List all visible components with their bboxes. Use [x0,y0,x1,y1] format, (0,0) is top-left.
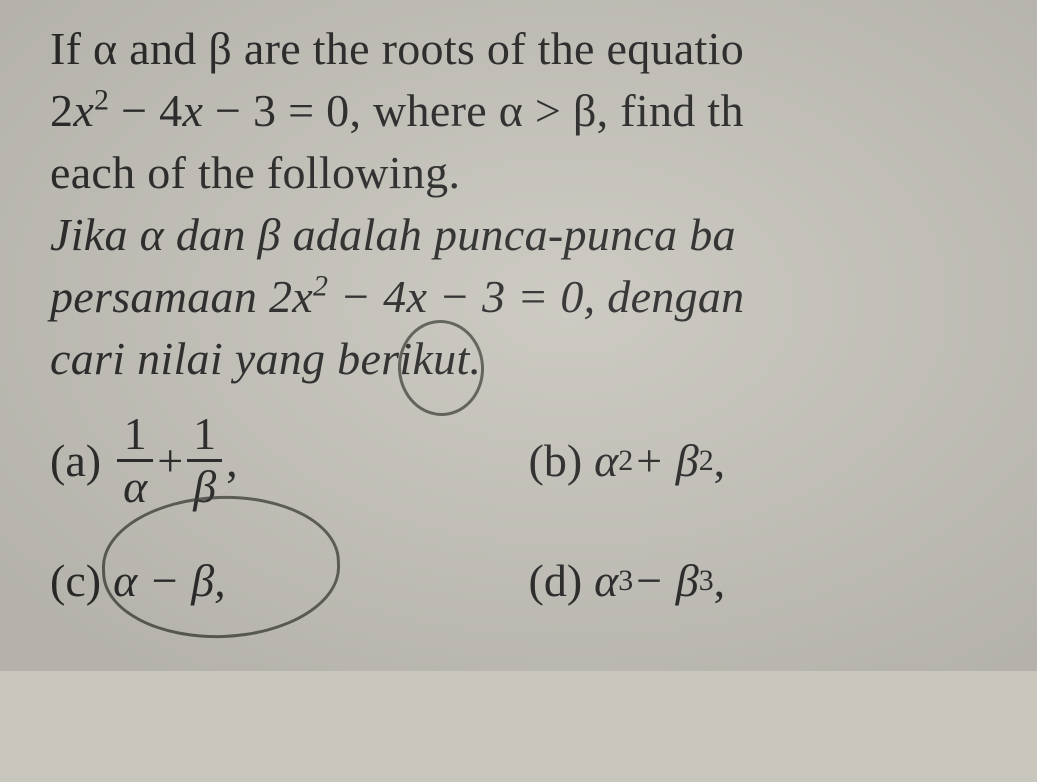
text: − 4 [109,85,182,136]
option-a: (a) 1 α + 1 β , [50,401,529,521]
english-line-1: If α and β are the roots of the equatio [50,18,1007,80]
fraction-1: 1 α [117,411,153,510]
var-x: x [73,85,94,136]
option-label: (d) [529,550,583,612]
numerator: 1 [117,411,153,459]
expr: α [594,430,618,492]
expr: α [594,550,618,612]
exponent: 2 [94,84,109,117]
english-line-3: each of the following. [50,142,1007,204]
option-label: (c) [50,550,101,612]
option-label: (a) [50,430,101,492]
text: If α and β are the roots of the equatio [50,23,744,74]
option-label: (b) [529,430,583,492]
page: If α and β are the roots of the equatio … [0,0,1037,671]
var-x: x [406,271,427,322]
tail: , [714,550,726,612]
english-line-2: 2x2 − 4x − 3 = 0, where α > β, find th [50,80,1007,142]
text: − 4 [328,271,406,322]
var-x: x [182,85,203,136]
tail: , [714,430,726,492]
text: each of the following. [50,147,460,198]
plus: + [157,430,183,492]
option-d: (d) α3 − β3, [529,521,1008,641]
denominator: α [117,459,153,510]
text: 2 [50,85,73,136]
text: − 3 = 0, dengan [427,271,744,322]
var-x: x [292,271,313,322]
option-b: (b) α2 + β2, [529,401,1008,521]
expr: + β [633,430,698,492]
malay-line-3: cari nilai yang berikut. [50,328,1007,390]
text: Jika α dan β adalah punca-punca ba [50,209,736,260]
malay-line-1: Jika α dan β adalah punca-punca ba [50,204,1007,266]
numerator: 1 [187,411,222,459]
malay-line-2: persamaan 2x2 − 4x − 3 = 0, dengan [50,266,1007,328]
exponent: 2 [313,270,328,303]
tail: , [226,430,238,492]
text: − 3 = 0, where α > β, find th [203,85,744,136]
expr: − β [633,550,698,612]
text: persamaan 2 [50,271,292,322]
